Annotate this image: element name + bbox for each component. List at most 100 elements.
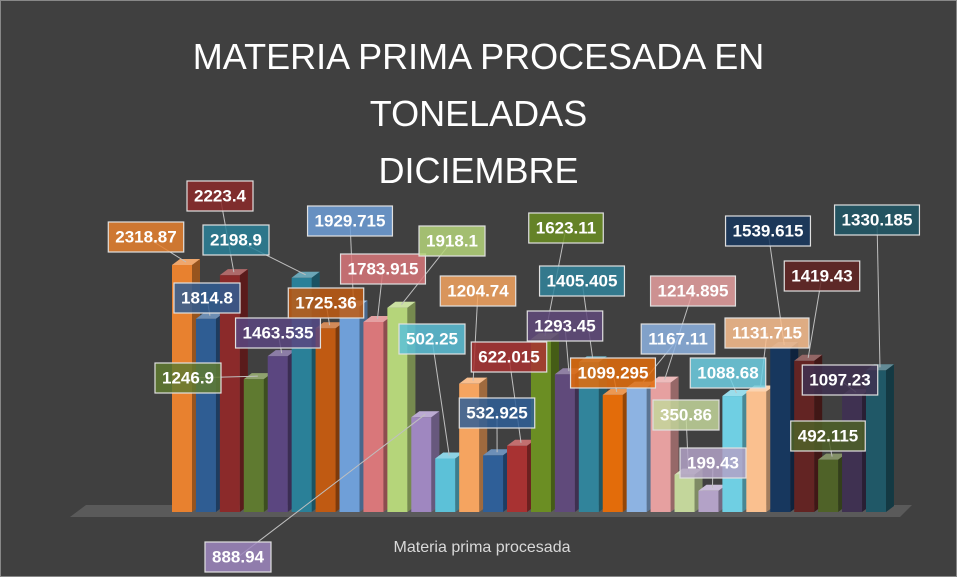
label-box — [173, 282, 241, 314]
data-label: 1293.45 — [526, 310, 604, 342]
label-box — [689, 357, 767, 389]
data-label: 2223.4 — [186, 180, 254, 212]
data-label-text: 2223.4 — [194, 186, 247, 205]
x-axis-title: Materia prima procesada — [394, 539, 571, 556]
bar — [339, 306, 360, 512]
data-label-text: 502.25 — [406, 329, 458, 348]
data-label: 1918.1 — [418, 225, 486, 257]
data-label: 1929.715 — [306, 205, 394, 237]
label-box — [154, 362, 222, 394]
data-label: 1725.36 — [287, 287, 365, 319]
bar-side — [885, 364, 894, 512]
label-box — [724, 317, 810, 349]
data-label: 1088.68 — [689, 357, 767, 389]
labels: 2318.87 1814.8 2223.4 1246.9 1463.535 2198.9 1… — [107, 180, 921, 573]
bar — [435, 458, 456, 512]
data-label-text: 622.015 — [478, 347, 539, 366]
data-label-text: 1204.74 — [447, 281, 509, 300]
bar — [602, 394, 623, 512]
bar — [411, 417, 432, 512]
bar — [363, 321, 384, 512]
bar — [842, 395, 863, 512]
bar — [626, 387, 647, 512]
leader-line — [237, 413, 426, 558]
label-box — [234, 317, 322, 349]
label-box — [679, 447, 747, 479]
label-box — [724, 215, 812, 247]
data-label-text: 2318.87 — [115, 227, 176, 246]
data-label: 1463.535 — [234, 317, 322, 349]
label-box — [538, 265, 626, 297]
data-label: 532.925 — [458, 397, 536, 429]
bar — [507, 445, 528, 512]
bar — [818, 459, 839, 512]
bar — [195, 318, 216, 512]
label-box — [652, 399, 720, 431]
data-label-text: 1623.11 — [536, 218, 597, 237]
label-box — [783, 260, 861, 292]
data-label-text: 1099.295 — [578, 363, 649, 382]
data-label: 350.86 — [652, 399, 720, 431]
data-label-text: 1246.9 — [162, 368, 214, 387]
label-box — [528, 212, 604, 244]
data-label: 502.25 — [398, 323, 466, 355]
label-box — [801, 364, 879, 396]
data-label: 888.94 — [204, 541, 272, 573]
data-label-text: 1330.185 — [842, 210, 913, 229]
data-label: 1405.405 — [538, 265, 626, 297]
data-label-text: 1463.535 — [243, 323, 314, 342]
data-label: 2318.87 — [107, 221, 185, 253]
data-label-text: 1131.715 — [732, 323, 802, 342]
bar — [483, 455, 504, 512]
bar — [554, 374, 575, 512]
label-box — [833, 204, 921, 236]
data-label: 492.115 — [790, 420, 866, 452]
label-box — [458, 397, 536, 429]
bars — [172, 259, 894, 512]
data-label: 1783.915 — [339, 253, 427, 285]
data-label-text: 1814.8 — [181, 288, 233, 307]
data-label: 1214.895 — [649, 275, 737, 307]
data-label: 1167.11 — [640, 323, 716, 355]
bar — [387, 307, 408, 512]
data-label-text: 1725.36 — [295, 293, 356, 312]
bar — [267, 356, 288, 512]
bar-side-shade — [885, 364, 894, 512]
label-box — [790, 420, 866, 452]
label-box — [186, 180, 254, 212]
data-label: 1623.11 — [528, 212, 604, 244]
data-label-text: 1097.23 — [809, 370, 870, 389]
bar — [530, 339, 551, 512]
label-box — [439, 275, 517, 307]
bar — [865, 370, 886, 512]
label-box — [306, 205, 394, 237]
leader-line — [431, 338, 450, 456]
label-box — [569, 357, 657, 389]
bar — [746, 391, 767, 512]
bar — [674, 474, 695, 512]
data-label: 1539.615 — [724, 215, 812, 247]
data-label-text: 492.115 — [798, 426, 859, 445]
data-label: 1131.715 — [724, 317, 810, 349]
data-label: 622.015 — [470, 341, 548, 373]
data-label: 1419.43 — [783, 260, 861, 292]
data-label: 1097.23 — [801, 364, 879, 396]
data-label-text: 1167.11 — [648, 329, 708, 348]
data-label-text: 532.925 — [466, 403, 527, 422]
data-label-text: 1293.45 — [534, 316, 595, 335]
bar — [243, 379, 264, 512]
bar — [219, 275, 240, 512]
bar — [770, 348, 791, 512]
data-label-text: 1419.43 — [791, 266, 852, 285]
data-label-text: 1918.1 — [426, 231, 478, 250]
label-box — [398, 323, 466, 355]
bar — [315, 328, 336, 512]
label-box — [640, 323, 716, 355]
data-label-text: 1783.915 — [348, 259, 419, 278]
data-label-text: 1405.405 — [547, 271, 618, 290]
label-box — [107, 221, 185, 253]
label-box — [202, 224, 270, 256]
leader-line — [876, 219, 881, 368]
